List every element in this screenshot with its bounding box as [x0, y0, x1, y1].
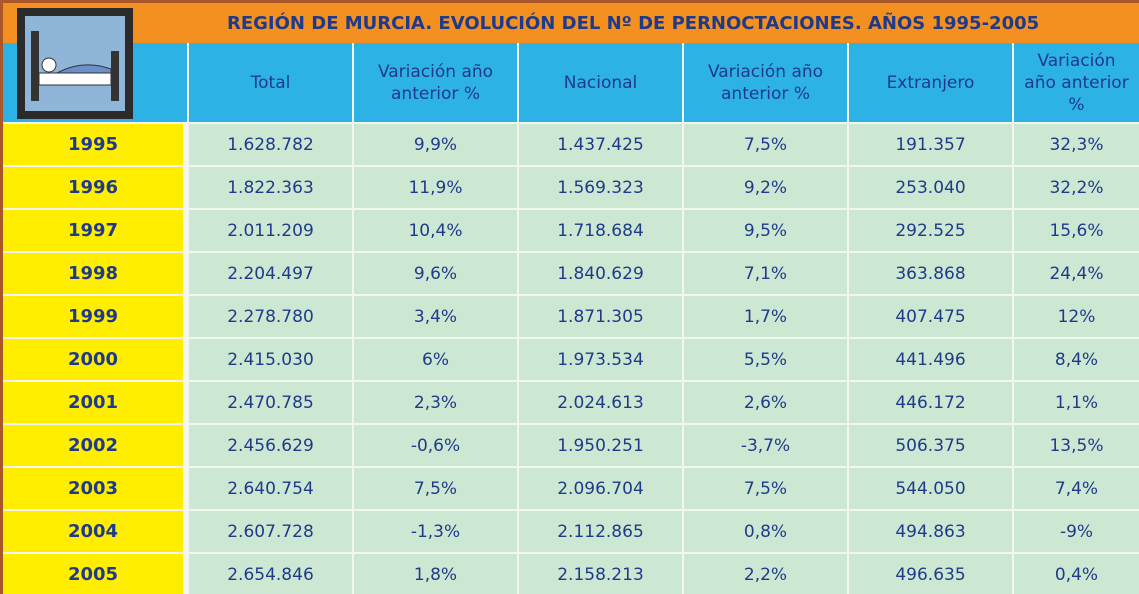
table-cell: 5,5%: [682, 337, 847, 380]
table-cell: -1,3%: [352, 509, 517, 552]
table-cell: 7,4%: [1012, 466, 1139, 509]
column-header: Variación año anterior %: [1012, 43, 1139, 122]
table-cell: 0,8%: [682, 509, 847, 552]
table-cell: 1.950.251: [517, 423, 682, 466]
table-cell: 2.011.209: [187, 208, 352, 251]
table-cell: 363.868: [847, 251, 1012, 294]
table-cell: 7,5%: [682, 122, 847, 165]
column-header: Variación año anterior %: [682, 43, 847, 122]
table-cell: 407.475: [847, 294, 1012, 337]
table-cell: 1.437.425: [517, 122, 682, 165]
table-cell: 9,2%: [682, 165, 847, 208]
table-cell: 6%: [352, 337, 517, 380]
table-cell: 1.569.323: [517, 165, 682, 208]
table-cell: 15,6%: [1012, 208, 1139, 251]
row-year: 2004: [3, 509, 187, 552]
table-cell: 2.415.030: [187, 337, 352, 380]
column-header: Variación año anterior %: [352, 43, 517, 122]
bed-icon: [3, 3, 187, 122]
table-cell: 7,5%: [352, 466, 517, 509]
row-year: 1998: [3, 251, 187, 294]
table-cell: 446.172: [847, 380, 1012, 423]
row-year: 1995: [3, 122, 187, 165]
icon-bg: [25, 16, 125, 111]
table-cell: 1.718.684: [517, 208, 682, 251]
table-cell: 2,6%: [682, 380, 847, 423]
table-cell: 544.050: [847, 466, 1012, 509]
row-year: 2002: [3, 423, 187, 466]
table-cell: -0,6%: [352, 423, 517, 466]
table-cell: 2.456.629: [187, 423, 352, 466]
table-title: REGIÓN DE MURCIA. EVOLUCIÓN DEL Nº DE PE…: [187, 3, 1139, 43]
table-cell: 2.096.704: [517, 466, 682, 509]
table-cell: 2,3%: [352, 380, 517, 423]
table-cell: 7,5%: [682, 466, 847, 509]
row-year: 2001: [3, 380, 187, 423]
table-cell: 1,1%: [1012, 380, 1139, 423]
table-cell: 12%: [1012, 294, 1139, 337]
column-header: Extranjero: [847, 43, 1012, 122]
table-cell: 2.024.613: [517, 380, 682, 423]
table-cell: 1.871.305: [517, 294, 682, 337]
table-cell: 2.654.846: [187, 552, 352, 594]
table-cell: 8,4%: [1012, 337, 1139, 380]
icon-head: [41, 57, 57, 73]
table-cell: 32,2%: [1012, 165, 1139, 208]
table-cell: 3,4%: [352, 294, 517, 337]
table-cell: 2.204.497: [187, 251, 352, 294]
icon-post: [31, 31, 39, 101]
table-cell: 1,8%: [352, 552, 517, 594]
table-cell: 24,4%: [1012, 251, 1139, 294]
table-cell: -3,7%: [682, 423, 847, 466]
table-cell: 253.040: [847, 165, 1012, 208]
table-cell: 32,3%: [1012, 122, 1139, 165]
table-cell: 1.628.782: [187, 122, 352, 165]
table-cell: 9,5%: [682, 208, 847, 251]
table-cell: 506.375: [847, 423, 1012, 466]
table-cell: 494.863: [847, 509, 1012, 552]
column-header: Total: [187, 43, 352, 122]
table-cell: 1,7%: [682, 294, 847, 337]
table-cell: 2.607.728: [187, 509, 352, 552]
table-cell: -9%: [1012, 509, 1139, 552]
row-year: 2000: [3, 337, 187, 380]
table-cell: 292.525: [847, 208, 1012, 251]
table-cell: 2.112.865: [517, 509, 682, 552]
table-cell: 2.470.785: [187, 380, 352, 423]
table-cell: 0,4%: [1012, 552, 1139, 594]
table-cell: 2.278.780: [187, 294, 352, 337]
table-cell: 1.973.534: [517, 337, 682, 380]
table-cell: 2.158.213: [517, 552, 682, 594]
table-cell: 191.357: [847, 122, 1012, 165]
table-cell: 2,2%: [682, 552, 847, 594]
column-header: Nacional: [517, 43, 682, 122]
row-year: 2003: [3, 466, 187, 509]
icon-blanket: [56, 64, 112, 74]
icon-post: [111, 51, 119, 101]
table-cell: 1.840.629: [517, 251, 682, 294]
table-cell: 7,1%: [682, 251, 847, 294]
row-year: 1999: [3, 294, 187, 337]
table-cell: 9,9%: [352, 122, 517, 165]
table-cell: 11,9%: [352, 165, 517, 208]
table-cell: 10,4%: [352, 208, 517, 251]
table-cell: 1.822.363: [187, 165, 352, 208]
table-cell: 496.635: [847, 552, 1012, 594]
table-cell: 13,5%: [1012, 423, 1139, 466]
row-year: 2005: [3, 552, 187, 594]
table-cell: 441.496: [847, 337, 1012, 380]
table-cell: 9,6%: [352, 251, 517, 294]
icon-graphic: [17, 8, 133, 119]
row-year: 1997: [3, 208, 187, 251]
icon-bed: [38, 72, 112, 86]
table-cell: 2.640.754: [187, 466, 352, 509]
row-year: 1996: [3, 165, 187, 208]
